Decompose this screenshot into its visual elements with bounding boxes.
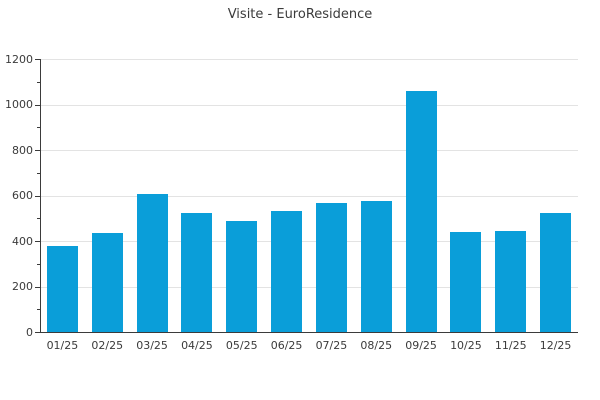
chart-bar-12/25 — [540, 212, 572, 332]
chart-bar-10/25 — [450, 231, 482, 332]
y-tick-label: 400 — [12, 234, 33, 248]
y-minor-tick — [37, 218, 40, 220]
y-tick-label: 0 — [26, 325, 33, 339]
x-tick-label: 08/25 — [360, 339, 393, 352]
y-gridline — [40, 59, 578, 60]
y-tick-label: 1200 — [5, 52, 33, 66]
x-tick-label: 04/25 — [181, 339, 213, 352]
y-gridline — [40, 150, 578, 151]
x-axis-line — [40, 332, 578, 333]
chart-bar-01/25 — [46, 245, 78, 332]
y-major-tick — [35, 150, 40, 151]
y-tick-label: 600 — [12, 189, 33, 202]
chart-bar-07/25 — [315, 203, 347, 332]
y-major-tick — [35, 332, 40, 333]
y-minor-tick — [37, 309, 40, 311]
x-tick-label: 09/25 — [405, 339, 437, 352]
chart-bar-06/25 — [271, 211, 303, 332]
x-tick-label: 12/25 — [539, 339, 572, 352]
chart-bar-04/25 — [181, 212, 213, 332]
y-gridline — [40, 195, 578, 197]
y-minor-tick — [37, 127, 40, 129]
chart-title: Visite - EuroResidence — [227, 7, 373, 22]
x-tick-label: 05/25 — [225, 339, 258, 352]
y-gridline — [40, 241, 578, 242]
y-gridline — [40, 286, 578, 288]
y-tick-label: 800 — [12, 143, 33, 157]
chart-bar-02/25 — [91, 233, 123, 332]
y-tick-label: 200 — [12, 280, 33, 293]
y-tick-label: 1000 — [5, 98, 33, 111]
x-tick-label: 03/25 — [136, 339, 168, 352]
y-gridline — [40, 104, 578, 106]
y-major-tick — [35, 286, 40, 288]
x-tick-label: 01/25 — [46, 339, 79, 352]
y-major-tick — [35, 59, 40, 60]
chart-bar-09/25 — [405, 90, 437, 332]
x-tick-label: 07/25 — [315, 339, 348, 352]
chart-bar-05/25 — [226, 220, 258, 332]
y-major-tick — [35, 104, 40, 106]
y-minor-tick — [37, 172, 40, 174]
chart-bar-11/25 — [495, 230, 527, 332]
x-tick-label: 02/25 — [91, 339, 124, 352]
y-minor-tick — [37, 263, 40, 265]
y-major-tick — [35, 195, 40, 197]
y-axis-line — [40, 59, 41, 333]
chart-bar-08/25 — [360, 201, 392, 332]
x-tick-label: 11/25 — [494, 339, 527, 352]
y-minor-tick — [37, 81, 40, 83]
x-tick-label: 10/25 — [450, 339, 482, 352]
chart-bar-03/25 — [136, 194, 168, 332]
x-tick-label: 06/25 — [270, 339, 303, 352]
y-major-tick — [35, 241, 40, 242]
